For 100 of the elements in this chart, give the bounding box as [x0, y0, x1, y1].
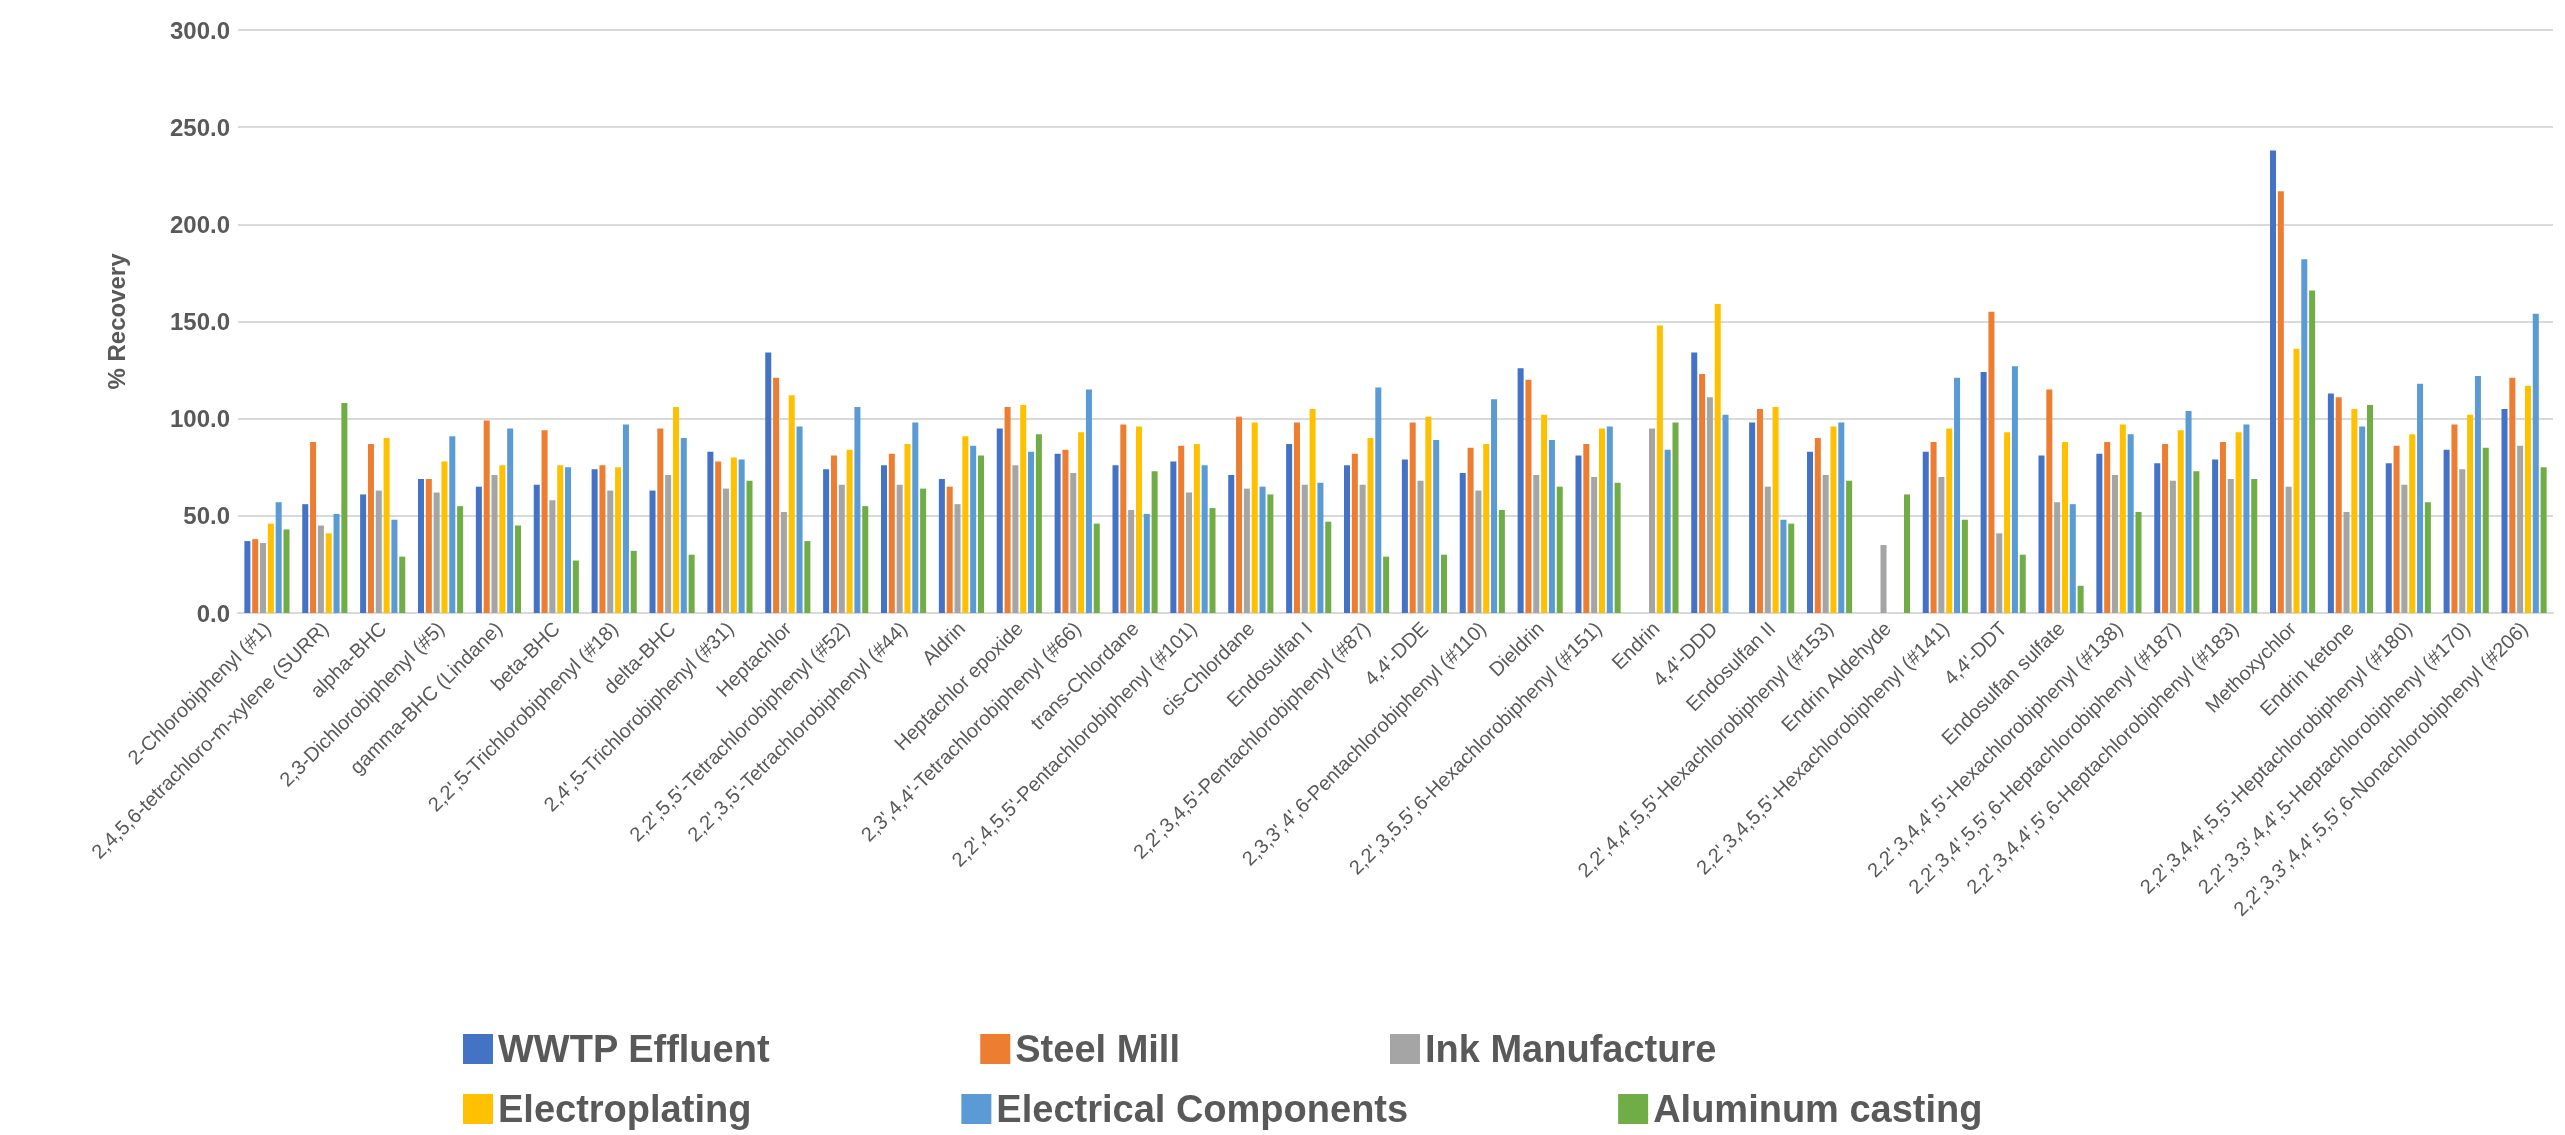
bar	[475, 486, 482, 613]
bar	[565, 467, 572, 613]
bar	[1699, 373, 1706, 613]
bar	[2162, 443, 2169, 613]
bar	[2351, 408, 2358, 613]
bar	[2046, 389, 2053, 613]
bar	[549, 500, 556, 613]
bar	[1946, 428, 1953, 613]
bar	[715, 461, 722, 613]
bar	[310, 441, 317, 613]
bar	[1598, 428, 1605, 613]
bar	[1714, 304, 1721, 613]
bar	[2285, 486, 2292, 613]
bar	[1093, 523, 1100, 613]
legend-label: Electrical Components	[996, 1088, 1409, 1130]
bar	[649, 490, 656, 613]
bar	[2219, 441, 2226, 613]
bar	[2011, 366, 2018, 613]
bar	[1483, 443, 1490, 613]
bar	[622, 424, 629, 613]
bar	[888, 453, 895, 613]
legend-label: Steel Mill	[1015, 1028, 1180, 1070]
bar	[1533, 475, 1540, 613]
bar	[1517, 368, 1524, 613]
bar	[591, 469, 598, 613]
bar	[1806, 451, 1814, 613]
y-tick-label: 300.0	[169, 16, 230, 44]
bar	[449, 436, 456, 613]
bar	[599, 465, 606, 613]
bar	[1401, 459, 1408, 613]
bar	[2443, 449, 2450, 613]
bar	[1062, 449, 1069, 613]
bar	[2327, 393, 2334, 613]
bar	[1028, 451, 1035, 613]
bar	[367, 443, 374, 613]
bar	[846, 449, 853, 613]
bar	[665, 475, 672, 613]
bar	[1838, 422, 1845, 613]
bar	[1128, 510, 1135, 613]
bar	[920, 488, 927, 613]
bar	[1351, 453, 1358, 613]
bar	[2004, 432, 2011, 613]
bar	[1664, 449, 1671, 613]
bar	[2467, 414, 2474, 613]
bar	[657, 428, 664, 613]
bar	[2135, 511, 2142, 613]
bar	[1201, 465, 1208, 613]
bar	[417, 478, 425, 613]
bar	[2366, 405, 2374, 613]
bar	[1930, 441, 1937, 613]
bar	[267, 523, 274, 613]
bar	[977, 455, 985, 613]
bar	[1706, 397, 1713, 613]
bar	[252, 539, 259, 613]
bar	[1903, 494, 1911, 613]
bar	[2127, 434, 2134, 613]
bar	[1151, 471, 1158, 613]
bar	[383, 438, 390, 613]
bar	[912, 422, 919, 613]
bar	[1243, 488, 1250, 613]
bar	[1359, 484, 1366, 613]
bar	[2409, 434, 2416, 613]
bar	[2019, 554, 2026, 613]
bar	[938, 478, 945, 613]
y-tick-label: 150.0	[169, 308, 230, 335]
bar	[1417, 480, 1424, 613]
bar	[2212, 459, 2219, 613]
bar	[1583, 443, 1590, 613]
bar	[2532, 313, 2539, 613]
bar	[1409, 422, 1416, 613]
bar	[1672, 422, 1679, 613]
bar	[2069, 504, 2076, 613]
bar	[854, 407, 861, 613]
bar	[1251, 422, 1258, 613]
bar	[780, 511, 787, 613]
bar	[2401, 484, 2408, 613]
bar	[1236, 416, 1243, 613]
bar	[1383, 556, 1390, 613]
bar	[341, 403, 348, 613]
bar	[2096, 453, 2103, 613]
bar	[1780, 519, 1787, 613]
bar	[425, 478, 432, 613]
bar	[1425, 416, 1432, 613]
bar	[1764, 486, 1771, 613]
bar	[1980, 372, 1987, 613]
bar	[1491, 399, 1498, 613]
legend-label: Ink Manufacture	[1424, 1028, 1717, 1070]
bar	[260, 543, 267, 613]
bar	[1749, 422, 1756, 613]
bar	[2451, 424, 2458, 613]
bar	[2540, 467, 2547, 613]
bar	[1054, 453, 1061, 613]
bar	[896, 484, 903, 613]
bar	[2277, 191, 2284, 613]
bar	[1293, 422, 1300, 613]
bar	[2359, 426, 2366, 613]
bar	[1548, 440, 1555, 613]
bar	[2061, 441, 2068, 613]
bar	[391, 519, 398, 613]
bar	[2154, 463, 2161, 613]
